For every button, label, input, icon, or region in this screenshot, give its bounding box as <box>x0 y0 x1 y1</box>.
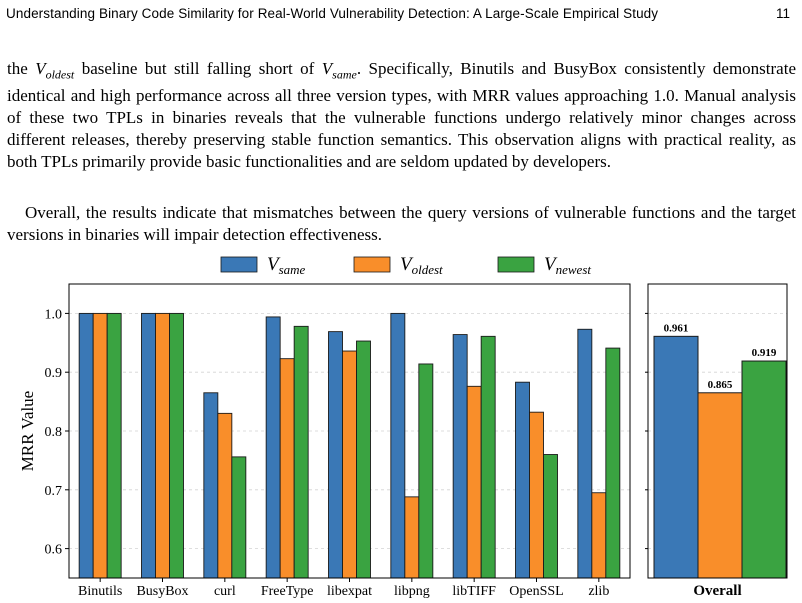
bar-newest-OpenSSL <box>543 454 558 579</box>
bar-same-zlib <box>577 328 593 579</box>
overall-bar-2 <box>741 360 787 579</box>
x-tick-label: curl <box>214 584 236 599</box>
bar-oldest-libTIFF <box>466 385 482 579</box>
p1-text-a: the <box>7 59 36 78</box>
bar-same-OpenSSL <box>515 381 530 579</box>
y-tick-label: 0.7 <box>45 484 63 499</box>
bar-newest-zlib <box>605 347 621 579</box>
bar-same-libTIFF <box>452 334 468 579</box>
bar-same-Binutils <box>78 312 94 579</box>
paragraph-1: the Voldest baseline but still falling s… <box>7 58 796 173</box>
bar-newest-FreeType <box>293 325 309 579</box>
bar-same-FreeType <box>265 316 281 579</box>
v-oldest-inline: Voldest <box>35 59 75 82</box>
bar-newest-libexpat <box>356 340 371 579</box>
overall-bar-1 <box>697 392 743 579</box>
x-tick-label: libpng <box>394 584 430 599</box>
overall-x-label: Overall <box>693 583 741 599</box>
legend-label-newest: Vnewest <box>544 254 591 277</box>
overall-value-label: 0.865 <box>708 379 733 391</box>
bar-newest-curl <box>231 456 247 579</box>
running-header: Understanding Binary Code Similarity for… <box>6 6 659 21</box>
overall-bar-0 <box>653 335 699 579</box>
y-tick-label: 0.6 <box>45 543 63 558</box>
bar-oldest-curl <box>217 412 233 579</box>
bar-same-BusyBox <box>141 312 156 579</box>
x-tick-label: libTIFF <box>452 584 496 599</box>
legend-label-oldest: Voldest <box>400 254 443 277</box>
legend-swatch-newest <box>497 256 535 273</box>
overall-value-label: 0.961 <box>664 322 689 334</box>
v-same-inline: Vsame <box>321 59 357 82</box>
paragraph-2: Overall, the results indicate that misma… <box>7 202 796 246</box>
y-axis-label: MRR Value <box>18 391 37 471</box>
bar-newest-libTIFF <box>480 335 496 579</box>
y-tick-label: 0.9 <box>45 366 63 381</box>
x-tick-label: libexpat <box>327 584 372 599</box>
p2-text: Overall, the results indicate that misma… <box>7 203 796 244</box>
main-plot-frame <box>68 283 631 579</box>
x-tick-label: OpenSSL <box>509 584 563 599</box>
p1-text-c: . Specifically, Binutils and BusyBox con… <box>7 59 796 172</box>
x-tick-label: Binutils <box>78 584 122 599</box>
bar-same-curl <box>203 392 219 579</box>
bar-same-libpng <box>390 312 406 579</box>
p1-text-b: baseline but still falling short of <box>74 59 322 78</box>
overall-plot-frame <box>647 283 788 579</box>
legend-swatch-oldest <box>353 256 391 273</box>
bar-oldest-libexpat <box>342 350 357 579</box>
bar-oldest-Binutils <box>92 312 108 579</box>
bar-oldest-zlib <box>591 492 607 579</box>
x-tick-label: zlib <box>588 584 609 599</box>
legend-swatch-same <box>220 256 258 273</box>
bar-oldest-libpng <box>404 496 420 579</box>
bar-oldest-BusyBox <box>155 312 170 579</box>
page-number: 11 <box>775 6 790 21</box>
legend-label-same: Vsame <box>267 254 306 277</box>
bar-same-libexpat <box>328 331 343 579</box>
overall-value-label: 0.919 <box>752 347 777 359</box>
bar-newest-BusyBox <box>169 312 184 579</box>
bar-oldest-FreeType <box>279 358 295 579</box>
x-tick-label: FreeType <box>261 584 314 599</box>
bar-newest-Binutils <box>106 312 122 579</box>
y-tick-label: 1.0 <box>45 307 63 322</box>
x-tick-label: BusyBox <box>136 584 188 599</box>
bar-oldest-OpenSSL <box>529 411 544 579</box>
y-tick-label: 0.8 <box>45 425 63 440</box>
bar-newest-libpng <box>418 363 434 579</box>
